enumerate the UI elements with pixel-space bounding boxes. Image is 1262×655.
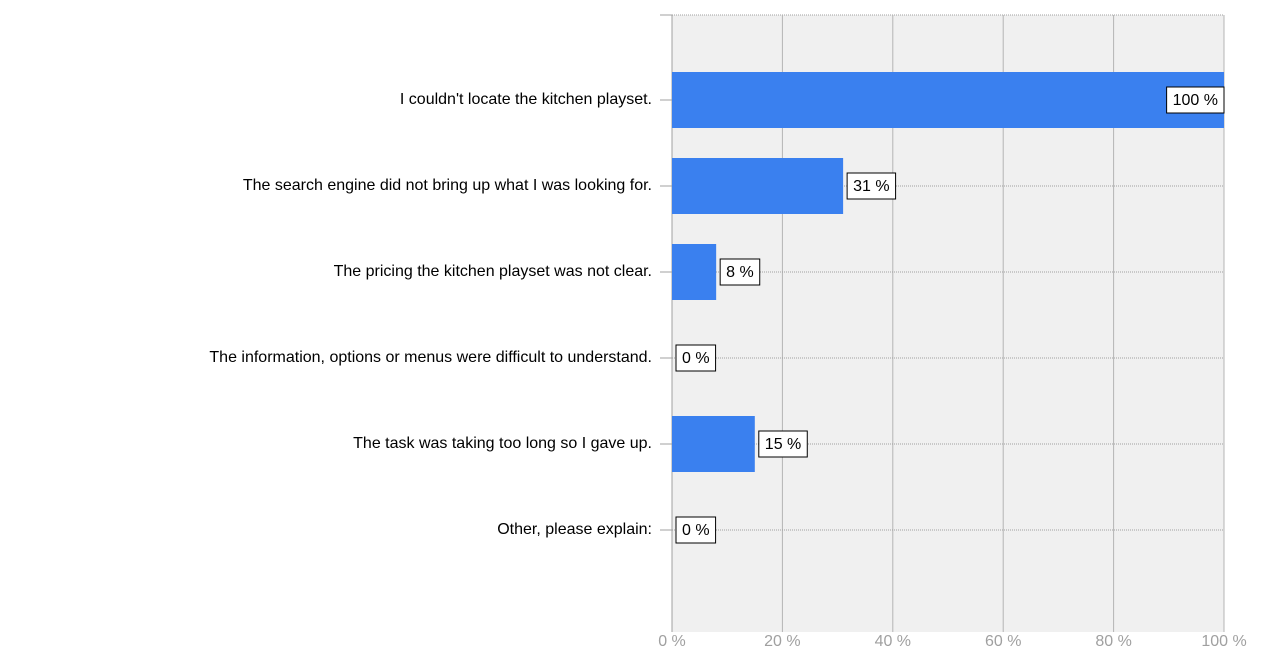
value-label: 0 % — [682, 522, 710, 539]
bar — [672, 416, 755, 472]
category-label: I couldn't locate the kitchen playset. — [400, 91, 652, 108]
x-tick-label: 80 % — [1095, 633, 1131, 650]
category-label: The search engine did not bring up what … — [243, 177, 652, 194]
x-tick-label: 100 % — [1201, 633, 1246, 650]
category-label: The task was taking too long so I gave u… — [353, 435, 652, 452]
value-label: 8 % — [726, 264, 754, 281]
category-label: Other, please explain: — [497, 521, 652, 538]
value-label-box — [846, 172, 897, 200]
category-label: The pricing the kitchen playset was not … — [334, 263, 652, 280]
value-label: 100 % — [1173, 92, 1218, 109]
x-tick-label: 40 % — [875, 633, 911, 650]
value-label-box — [675, 344, 717, 372]
value-label-box — [719, 258, 761, 286]
x-tick-label: 20 % — [764, 633, 800, 650]
value-label-box — [758, 430, 808, 458]
bar — [672, 244, 717, 300]
bar — [672, 158, 844, 214]
bar — [672, 72, 1224, 128]
x-tick-label: 60 % — [985, 633, 1021, 650]
x-tick-label: 0 % — [658, 633, 686, 650]
value-label-box — [675, 516, 717, 544]
category-label: The information, options or menus were d… — [209, 349, 652, 366]
value-label: 15 % — [765, 436, 801, 453]
value-label: 31 % — [853, 178, 889, 195]
value-label: 0 % — [682, 350, 710, 367]
value-label-box — [1166, 86, 1225, 114]
